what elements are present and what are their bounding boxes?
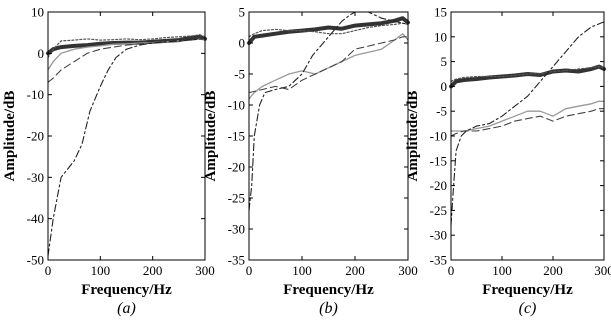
y-tick-label: 0 <box>239 36 246 51</box>
x-tick-label: 0 <box>45 263 52 278</box>
y-tick-label: 0 <box>38 46 45 61</box>
panel-label: (a) <box>117 300 136 317</box>
series-line-dashed <box>450 108 605 137</box>
y-tick-label: -25 <box>430 203 447 218</box>
series-line-thick <box>46 34 207 56</box>
y-tick-label: -15 <box>430 153 447 168</box>
series-line-dotted <box>47 34 206 59</box>
y-tick-label: -20 <box>228 160 245 175</box>
y-tick-label: -10 <box>228 98 245 113</box>
x-tick-label: 200 <box>143 263 163 278</box>
x-tick-label: 300 <box>594 263 611 278</box>
y-tick-label: -5 <box>436 104 447 119</box>
y-tick-label: -10 <box>430 129 447 144</box>
series-line-dotted <box>248 22 409 38</box>
series-line-dashdot <box>450 21 605 226</box>
x-axis-label: Frequency/Hz <box>81 282 172 298</box>
y-tick-label: -15 <box>228 129 245 144</box>
y-tick-label: -5 <box>234 67 245 82</box>
series-line-solid-gray <box>248 33 409 100</box>
y-tick-label: 0 <box>441 79 448 94</box>
x-tick-label: 200 <box>543 263 563 278</box>
y-tick-label: -35 <box>228 253 245 268</box>
panel-label: (c) <box>519 300 537 317</box>
y-axis-label: Amplitude/dB <box>405 91 421 182</box>
x-tick-label: 0 <box>448 263 455 278</box>
series-line-thick <box>247 16 410 45</box>
x-tick-label: 100 <box>492 263 512 278</box>
y-tick-label: 5 <box>441 54 448 69</box>
plot-frame <box>450 11 605 261</box>
y-tick-label: 15 <box>434 5 447 20</box>
y-tick-label: 10 <box>31 5 44 20</box>
y-tick-label: 10 <box>434 29 447 44</box>
y-tick-label: -30 <box>228 222 245 237</box>
y-axis-label: Amplitude/dB <box>203 91 219 182</box>
x-tick-label: 300 <box>398 263 418 278</box>
y-tick-label: 5 <box>239 5 246 20</box>
series-line-solid-gray <box>450 100 605 132</box>
y-tick-label: -30 <box>430 228 447 243</box>
y-tick-label: -20 <box>430 178 447 193</box>
x-axis-label: Frequency/Hz <box>482 282 573 298</box>
chart-panel-3: -35 -30 -25 -20 -15 -10 -5 0 5 10 15 0 100 200 300 Freq… <box>405 5 611 318</box>
y-tick-label: -50 <box>27 253 44 268</box>
y-tick-label: -35 <box>430 253 447 268</box>
y-tick-label: -10 <box>27 87 44 102</box>
x-tick-label: 100 <box>292 263 312 278</box>
y-tick-label: -40 <box>27 211 44 226</box>
series-line-dashdot <box>47 38 206 257</box>
series-line-solid-gray <box>47 38 206 71</box>
x-tick-label: 0 <box>246 263 253 278</box>
x-tick-label: 100 <box>91 263 111 278</box>
y-axis-label: Amplitude/dB <box>2 91 18 182</box>
y-tick-label: -25 <box>228 191 245 206</box>
series-line-dashdot <box>248 11 409 211</box>
series-line-dotted <box>450 66 605 82</box>
y-tick-label: -20 <box>27 129 44 144</box>
x-axis-label: Frequency/Hz <box>283 282 374 298</box>
plot-frame <box>248 11 409 261</box>
x-tick-label: 200 <box>345 263 365 278</box>
y-tick-label: -30 <box>27 170 44 185</box>
panel-label: (b) <box>319 300 338 317</box>
series-line-dashed <box>248 36 409 94</box>
x-tick-label: 300 <box>195 263 215 278</box>
